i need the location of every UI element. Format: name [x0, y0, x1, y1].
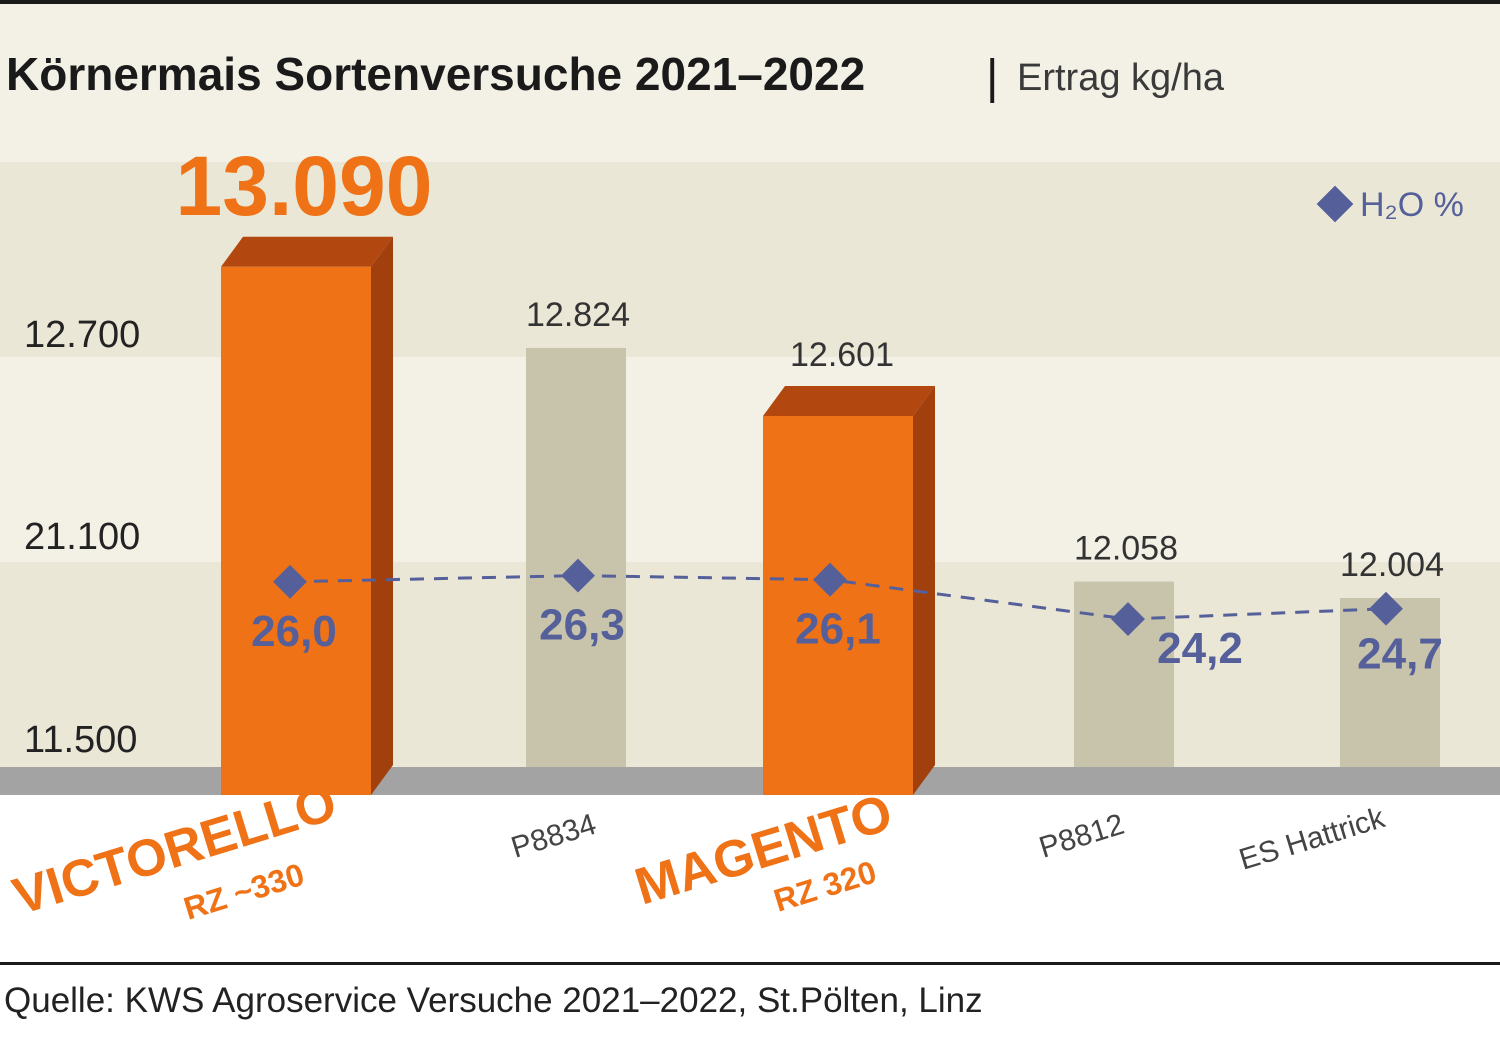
unit-label: Ertrag kg/ha [1017, 57, 1225, 99]
top-rule [0, 0, 1500, 4]
bar [526, 347, 626, 767]
title-separator: | [986, 51, 998, 104]
value-label: 12.824 [526, 296, 630, 334]
moisture-point [1369, 591, 1403, 626]
moisture-value-label: 26,0 [251, 607, 337, 656]
bar [1340, 598, 1440, 767]
y-tick-label: 21.100 [24, 516, 140, 558]
moisture-line-layer [273, 558, 1403, 637]
value-labels-layer: 13.090 12.824 12.601 12.058 12.004 26,0 26,3 26… [176, 139, 1444, 679]
bar-top [763, 385, 935, 416]
y-tick-label: 12.700 [24, 314, 140, 356]
value-label: 12.601 [790, 336, 894, 374]
category-area [0, 795, 1500, 962]
value-label-highlight: 13.090 [176, 139, 433, 233]
bar [763, 415, 913, 795]
bar [221, 266, 371, 795]
legend-label: H₂O % [1360, 186, 1464, 224]
moisture-value-label: 26,1 [795, 605, 881, 654]
legend: H₂O % [1316, 185, 1464, 224]
moisture-point [273, 564, 307, 599]
bar-side [913, 385, 935, 795]
bottom-rule [0, 962, 1500, 965]
source-note: Quelle: KWS Agroservice Versuche 2021–20… [4, 981, 983, 1020]
moisture-value-label: 24,2 [1157, 624, 1243, 673]
value-label: 12.004 [1340, 546, 1444, 584]
moisture-point [1111, 602, 1145, 637]
moisture-point [561, 558, 595, 593]
bars-layer [221, 236, 1440, 796]
moisture-value-label: 24,7 [1357, 630, 1443, 679]
chart-title: Körnermais Sortenversuche 2021–2022 [6, 48, 865, 100]
bar-top [221, 236, 393, 267]
value-label: 12.058 [1074, 530, 1178, 568]
y-tick-label: 11.500 [24, 719, 137, 761]
bar-side [371, 236, 393, 796]
legend-diamond-marker [1316, 185, 1354, 223]
moisture-value-label: 26,3 [539, 601, 625, 650]
moisture-point [813, 562, 847, 597]
